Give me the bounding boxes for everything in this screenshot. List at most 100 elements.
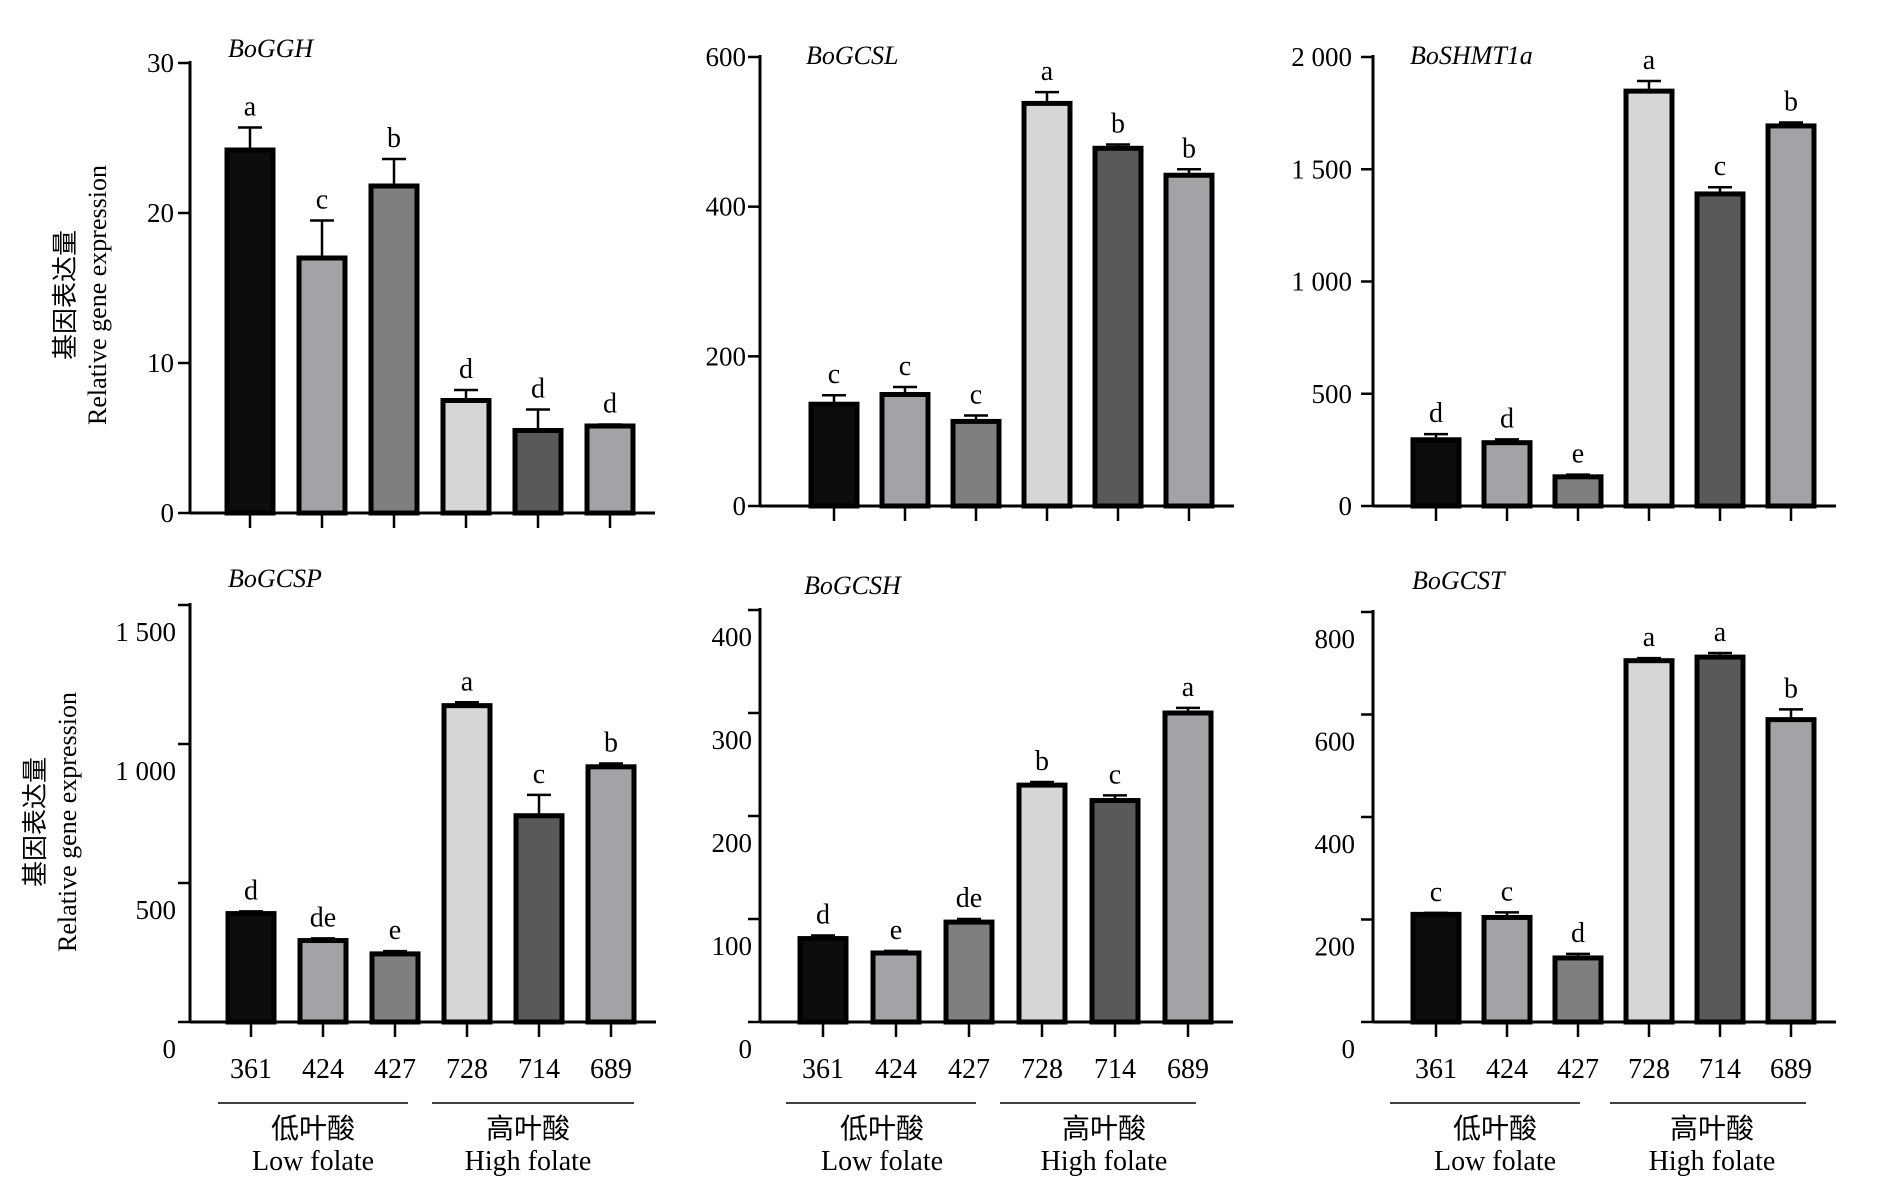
bar-361 [225, 911, 277, 1025]
significance-letter: c [899, 351, 911, 382]
x-tick-label: 424 [1486, 1054, 1528, 1085]
bar-728 [441, 703, 493, 1025]
group-low-cn: 低叶酸 [1453, 1113, 1537, 1145]
significance-letter: de [956, 883, 982, 914]
significance-letter: de [310, 902, 336, 933]
group-labels-col2: 低叶酸 Low folate 高叶酸 High folate [786, 1102, 1196, 1177]
bar-427 [950, 418, 1002, 509]
significance-letter: c [1501, 876, 1513, 907]
y-tick-label: 500 [136, 895, 177, 925]
significance-letter: a [461, 666, 474, 697]
x-tick-label: 689 [1167, 1054, 1209, 1085]
group-high-cn: 高叶酸 [486, 1113, 570, 1145]
significance-letter: b [1784, 87, 1798, 118]
y-tick-label: 0 [1342, 1034, 1356, 1064]
x-tick-label: 424 [302, 1054, 344, 1085]
group-low-en: Low folate [252, 1146, 374, 1177]
y-tick-label: 100 [712, 931, 753, 961]
panel-bogcsp: BoGCSP 0 500 1 000 1 500 d 361 de 424 e 427 a 728 c 71… [115, 564, 656, 1085]
group-high-en: High folate [1041, 1146, 1168, 1177]
significance-letter: e [890, 915, 902, 946]
group-high-en: High folate [465, 1146, 592, 1177]
significance-letter: a [1643, 622, 1656, 653]
x-tick-label: 728 [1021, 1054, 1063, 1085]
bar-361 [1410, 911, 1462, 1025]
significance-letter: b [1182, 133, 1196, 164]
significance-letter: a [244, 92, 257, 123]
x-tick-label: 424 [875, 1054, 917, 1085]
bar-427 [1552, 955, 1604, 1025]
bar-689 [1765, 717, 1817, 1025]
x-tick-label: 689 [1770, 1054, 1812, 1085]
panel-title: BoSHMT1a [1410, 41, 1533, 70]
y-tick-label: 0 [733, 491, 747, 521]
bar-427 [368, 183, 420, 516]
y-tick-label: 400 [1315, 829, 1356, 859]
bar-689 [1163, 172, 1215, 509]
x-tick-label: 427 [948, 1054, 990, 1085]
significance-letter: a [1714, 617, 1727, 648]
significance-letter: c [828, 359, 840, 390]
x-tick-label: 714 [518, 1054, 560, 1085]
bar-424 [297, 938, 349, 1025]
bar-728 [1021, 100, 1073, 509]
y-axis-title-row1: 基因表达量 Relative gene expression [51, 165, 112, 425]
x-tick-label: 689 [590, 1054, 632, 1085]
significance-letter: b [1035, 746, 1049, 777]
bar-728 [1623, 88, 1675, 509]
y-axis-title-cn: 基因表达量 [51, 230, 80, 360]
bar-424 [879, 391, 931, 509]
bar-728 [1623, 658, 1675, 1025]
bar-728 [440, 398, 492, 516]
y-axis-title-row2: 基因表达量 Relative gene expression [21, 692, 82, 952]
significance-letter: e [1572, 439, 1584, 470]
significance-letter: c [533, 759, 545, 790]
y-tick-label: 300 [712, 725, 753, 755]
significance-letter: d [816, 899, 830, 930]
significance-letter: a [1182, 672, 1195, 703]
panel-title: BoGCSL [806, 41, 898, 70]
x-tick-label: 714 [1094, 1054, 1136, 1085]
significance-letter: d [1429, 398, 1443, 429]
y-axis-title-cn: 基因表达量 [21, 757, 50, 887]
y-tick-label: 400 [712, 622, 753, 652]
y-tick-label: 10 [147, 348, 174, 378]
bar-714 [1694, 654, 1746, 1025]
group-high-cn: 高叶酸 [1670, 1113, 1754, 1145]
bar-361 [1410, 437, 1462, 509]
panel-bogGH: BoGGH 0 10 20 30 a c b d d d [147, 34, 655, 528]
significance-letter: b [604, 727, 618, 758]
significance-letter: c [1430, 877, 1442, 908]
x-tick-label: 361 [230, 1054, 272, 1085]
x-tick-label: 728 [446, 1054, 488, 1085]
bar-714 [1092, 145, 1144, 509]
y-tick-label: 600 [1315, 727, 1356, 757]
significance-letter: d [603, 389, 617, 420]
bar-361 [797, 936, 849, 1025]
significance-letter: b [1784, 673, 1798, 704]
group-high-cn: 高叶酸 [1062, 1113, 1146, 1145]
x-tick-label: 714 [1699, 1054, 1741, 1085]
bar-361 [224, 147, 276, 516]
bar-427 [369, 951, 421, 1025]
bar-427 [943, 919, 995, 1025]
y-tick-label: 30 [147, 48, 174, 78]
y-tick-label: 1 500 [1291, 154, 1352, 184]
significance-letter: e [389, 915, 401, 946]
bar-689 [584, 423, 636, 516]
x-tick-label: 427 [1557, 1054, 1599, 1085]
y-tick-label: 1 000 [1291, 267, 1352, 297]
bar-424 [1481, 440, 1533, 509]
significance-letter: b [1111, 109, 1125, 140]
significance-letter: c [316, 185, 328, 216]
group-low-cn: 低叶酸 [840, 1113, 924, 1145]
group-labels-col3: 低叶酸 Low folate 高叶酸 High folate [1390, 1102, 1806, 1177]
significance-letter: c [970, 379, 982, 410]
bar-424 [870, 950, 922, 1025]
significance-letter: a [1643, 45, 1656, 76]
y-tick-label: 200 [706, 341, 747, 371]
group-labels-col1: 低叶酸 Low folate 高叶酸 High folate [218, 1102, 634, 1177]
bar-689 [1765, 123, 1817, 509]
significance-letter: c [1109, 759, 1121, 790]
